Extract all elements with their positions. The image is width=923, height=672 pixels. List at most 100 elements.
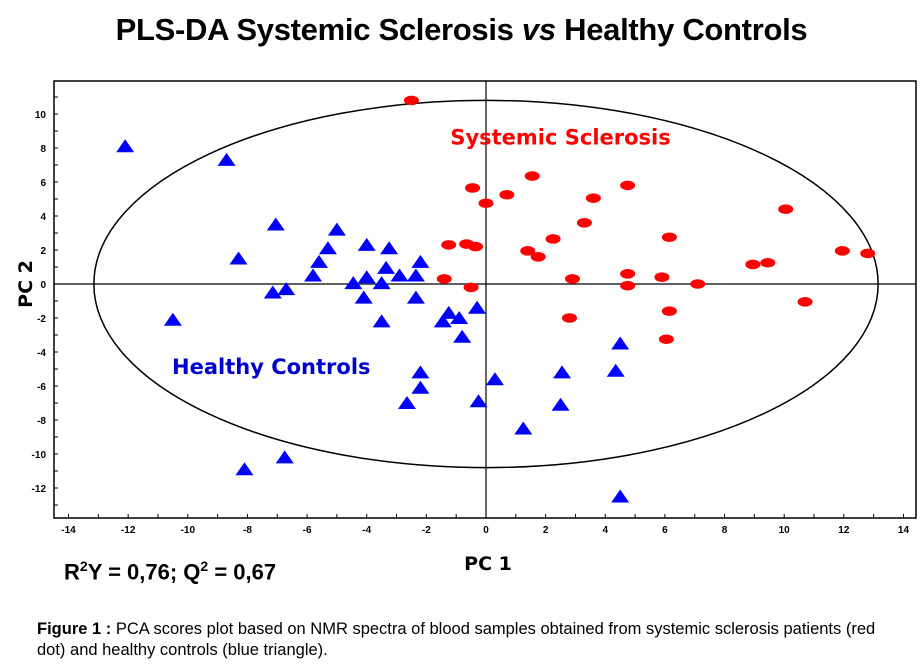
y-tick-label: -12 <box>32 484 47 495</box>
y-axis-label: PC 2 <box>15 260 37 308</box>
systemic-sclerosis-point <box>530 251 546 262</box>
x-tick-label: 2 <box>543 525 549 536</box>
systemic-sclerosis-point <box>760 257 776 268</box>
x-tick-label: 4 <box>602 525 608 536</box>
systemic-sclerosis-point <box>520 246 536 256</box>
y-tick-label: 8 <box>40 144 46 155</box>
healthy-control-point <box>453 329 472 343</box>
healthy-control-point <box>277 282 296 296</box>
healthy-control-point <box>606 363 625 377</box>
systemic-sclerosis-point <box>661 232 677 243</box>
systemic-sclerosis-point <box>564 274 580 284</box>
model-stats: R2Y = 0,76; Q2 = 0,67 <box>64 558 277 585</box>
healthy-control-point <box>469 394 488 408</box>
x-tick-label: 12 <box>838 525 850 536</box>
healthy-control-point <box>406 268 425 282</box>
x-axis-label: PC 1 <box>464 553 512 575</box>
healthy-control-point <box>439 305 458 319</box>
healthy-control-point <box>551 397 570 411</box>
x-tick-label: -12 <box>121 525 136 536</box>
healthy-control-point <box>397 396 416 409</box>
x-tick-label: 14 <box>898 525 910 536</box>
x-tick-label: 6 <box>662 525 668 536</box>
healthy-control-point <box>411 380 430 394</box>
healthy-control-point <box>553 365 572 379</box>
systemic-sclerosis-point <box>436 274 452 284</box>
plot-frame <box>53 80 917 519</box>
caption-label: Figure 1 : <box>37 620 112 638</box>
x-tick-label: 10 <box>779 525 791 536</box>
systemic-sclerosis-point <box>778 204 794 214</box>
healthy-control-point <box>235 462 254 476</box>
x-tick-label: -6 <box>303 525 312 536</box>
healthy-control-point <box>411 365 430 379</box>
x-tick-label: -8 <box>243 525 252 536</box>
systemic-sclerosis-point <box>524 171 540 181</box>
systemic-sclerosis-point <box>463 282 479 293</box>
healthy-control-point <box>217 152 236 166</box>
healthy-control-point <box>116 139 135 153</box>
healthy-control-point <box>275 450 294 464</box>
healthy-control-point <box>310 254 329 268</box>
healthy-control-point <box>163 312 182 326</box>
healthy-control-point <box>380 241 399 255</box>
systemic-sclerosis-point <box>860 248 876 259</box>
confidence-ellipse <box>93 99 879 469</box>
x-tick-label: -14 <box>61 525 76 536</box>
scatter-chart: -14 -12 -10 -8 -6 -4 -2 0 2 4 6 8 10 12 14 -12 -10 -8 -6 -4… <box>15 80 917 575</box>
y-tick-label: -6 <box>37 382 46 393</box>
healthy-control-point <box>344 276 363 290</box>
x-tick-label: -2 <box>422 525 431 536</box>
healthy-control-point <box>514 421 533 435</box>
systemic-sclerosis-point <box>654 272 670 283</box>
systemic-sclerosis-point <box>441 240 457 250</box>
systemic-sclerosis-point <box>499 189 515 200</box>
systemic-sclerosis-point <box>545 234 561 244</box>
healthy-control-point <box>411 254 430 268</box>
x-tick-label: 8 <box>722 525 728 536</box>
chart-title: PLS-DA Systemic Sclerosis vs Healthy Con… <box>115 12 808 47</box>
healthy-control-point <box>468 300 487 314</box>
healthy-control-point <box>450 311 469 324</box>
healthy-control-point <box>229 251 248 265</box>
figure-caption: Figure 1 : PCA scores plot based on NMR … <box>37 619 907 661</box>
healthy-control-point <box>433 314 452 328</box>
systemic-sclerosis-point <box>620 180 636 191</box>
healthy-control-point <box>266 217 285 231</box>
systemic-sclerosis-point <box>620 269 636 279</box>
healthy-control-point <box>611 489 630 503</box>
systemic-sclerosis-point <box>561 313 577 323</box>
y-tick-label: -10 <box>32 450 47 461</box>
healthy-control-point <box>263 285 282 299</box>
y-tick-label: 6 <box>40 178 46 189</box>
healthy-control-point <box>327 222 346 236</box>
healthy-control-point <box>304 268 323 282</box>
systemic-sclerosis-point <box>620 280 636 291</box>
systemic-sclerosis-point <box>797 297 813 307</box>
y-tick-label: 10 <box>35 110 47 121</box>
healthy-control-point <box>611 336 630 350</box>
systemic-sclerosis-point <box>403 95 419 106</box>
healthy-control-point <box>390 268 409 282</box>
systemic-sclerosis-point <box>661 306 677 317</box>
y-tick-label: 4 <box>40 212 46 223</box>
y-tick-label: 2 <box>40 246 46 257</box>
y-tick-label: -2 <box>37 314 46 325</box>
annotation-healthy-controls: Healthy Controls <box>172 355 371 379</box>
systemic-sclerosis-point <box>465 183 481 193</box>
healthy-control-point <box>377 260 396 274</box>
systemic-sclerosis-point <box>478 198 494 209</box>
healthy-control-point <box>357 237 376 251</box>
healthy-control-point <box>357 270 376 284</box>
systemic-sclerosis-point <box>834 246 850 256</box>
y-tick-label: -8 <box>37 416 46 427</box>
annotation-systemic-sclerosis: Systemic Sclerosis <box>450 126 670 150</box>
healthy-control-point <box>354 290 373 304</box>
y-tick-label: 0 <box>40 280 46 291</box>
healthy-control-point <box>406 290 425 304</box>
healthy-control-point <box>318 241 337 255</box>
x-tick-label: -10 <box>181 525 196 536</box>
healthy-control-point <box>372 314 391 328</box>
systemic-sclerosis-point <box>576 218 592 228</box>
systemic-sclerosis-point <box>658 334 674 345</box>
